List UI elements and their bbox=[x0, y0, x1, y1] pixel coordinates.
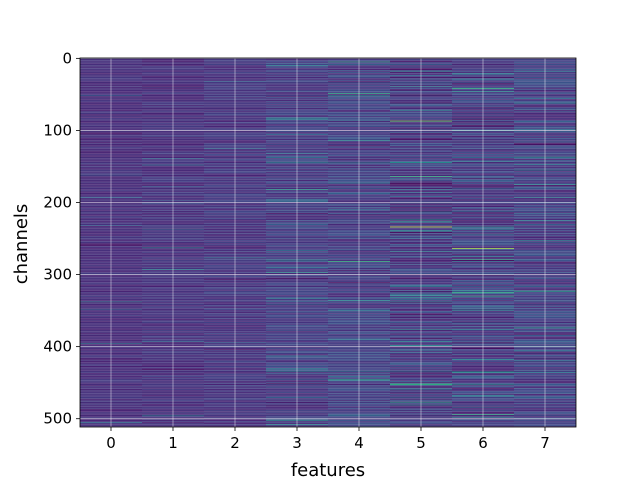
x-axis-label: features bbox=[291, 460, 365, 480]
x-tick-label: 6 bbox=[478, 434, 488, 452]
y-tick-label: 300 bbox=[43, 266, 72, 284]
x-tick-label: 4 bbox=[354, 434, 364, 452]
x-axis: 0 1 2 3 4 5 6 7 bbox=[106, 427, 550, 452]
heatmap-cells bbox=[80, 58, 576, 428]
y-tick-label: 500 bbox=[43, 410, 72, 428]
x-tick-label: 3 bbox=[292, 434, 302, 452]
y-tick-label: 400 bbox=[43, 338, 72, 356]
x-tick-label: 0 bbox=[106, 434, 116, 452]
x-tick-label: 5 bbox=[416, 434, 426, 452]
x-tick-label: 7 bbox=[540, 434, 550, 452]
y-tick-label: 100 bbox=[43, 121, 72, 139]
x-tick-label: 1 bbox=[168, 434, 178, 452]
y-axis: 0 100 200 300 400 500 bbox=[43, 49, 80, 428]
plot-frame bbox=[79, 57, 577, 428]
y-tick-label: 200 bbox=[43, 194, 72, 212]
y-axis-label: channels bbox=[11, 204, 32, 285]
x-tick-label: 2 bbox=[230, 434, 240, 452]
grid-lines bbox=[80, 57, 576, 427]
y-tick-label: 0 bbox=[62, 49, 72, 67]
